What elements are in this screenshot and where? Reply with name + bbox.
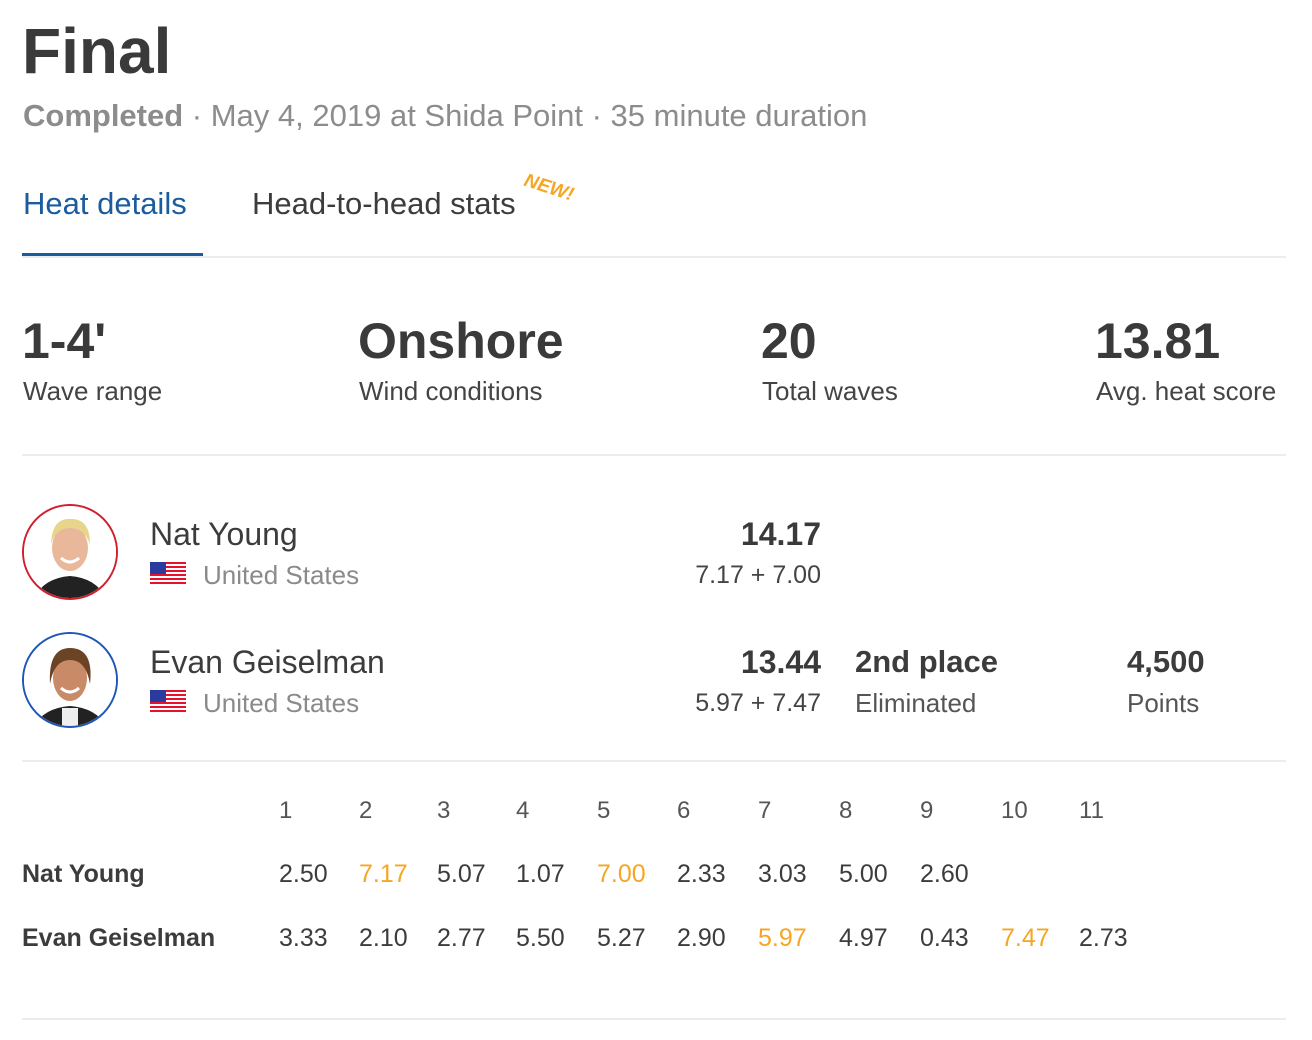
surfer-total-score: 14.17: [740, 516, 821, 552]
wave-number-header: 4: [516, 797, 530, 824]
avatar-nat-young[interactable]: [22, 504, 118, 600]
wave-number-header: 9: [920, 797, 934, 824]
wave-score: 5.07: [437, 860, 486, 888]
wave-number-header: 11: [1079, 797, 1104, 824]
surfer-total-score: 13.44: [740, 644, 821, 680]
tab-heat-details[interactable]: Heat details: [23, 186, 187, 221]
avg-score-label: Avg. heat score: [1096, 376, 1277, 406]
wave-score: 2.50: [279, 860, 328, 888]
surfer-photo: [24, 506, 116, 598]
avatar-evan-geiselman[interactable]: [22, 632, 118, 728]
counted-wave-score: 5.97: [758, 924, 807, 952]
wind-label: Wind conditions: [359, 376, 543, 406]
wave-number-header: 3: [437, 797, 451, 824]
divider: [22, 256, 1286, 258]
surfer-result: Eliminated: [855, 688, 977, 718]
wave-score: 2.77: [437, 924, 486, 952]
wave-number-header: 6: [677, 797, 691, 824]
new-badge: NEW!: [521, 170, 577, 206]
divider: [22, 454, 1286, 456]
total-waves-label: Total waves: [762, 376, 898, 406]
divider: [22, 760, 1286, 762]
wave-score: 2.10: [359, 924, 408, 952]
wave-score: 1.07: [516, 860, 565, 888]
tab-head-to-head-stats[interactable]: Head-to-head stats: [252, 186, 516, 221]
wave-score: 3.03: [758, 860, 807, 888]
surfer-best-waves: 5.97 + 7.47: [695, 689, 821, 717]
counted-wave-score: 7.00: [597, 860, 646, 888]
wave-row-surfer-name: Evan Geiselman: [22, 924, 216, 952]
wave-score: 3.33: [279, 924, 328, 952]
page-title: Final: [22, 15, 172, 87]
surfer-photo: [24, 634, 116, 726]
total-waves-value: 20: [761, 313, 817, 369]
surfer-best-waves: 7.17 + 7.00: [695, 561, 821, 589]
wind-value: Onshore: [358, 313, 564, 369]
wave-number-header: 5: [597, 797, 611, 824]
wave-number-header: 8: [839, 797, 853, 824]
wave-score: 4.97: [839, 924, 888, 952]
wave-number-header: 2: [359, 797, 373, 824]
avg-score-value: 13.81: [1095, 313, 1221, 369]
wave-score: 0.43: [920, 924, 969, 952]
wave-number-header: 1: [279, 797, 293, 824]
wave-range-value: 1-4': [22, 313, 107, 369]
wave-score: 2.60: [920, 860, 969, 888]
us-flag-icon: [150, 690, 186, 714]
wave-score: 2.90: [677, 924, 726, 952]
wave-score: 5.27: [597, 924, 646, 952]
wave-score: 5.00: [839, 860, 888, 888]
wave-range-label: Wave range: [23, 376, 163, 406]
points-label: Points: [1127, 688, 1200, 718]
heat-subtitle: Completed · May 4, 2019 at Shida Point ·…: [23, 98, 867, 134]
surfer-points: 4,500: [1127, 644, 1205, 679]
wave-score: 2.33: [677, 860, 726, 888]
wave-number-header: 10: [1001, 797, 1028, 824]
surfer-country: United States: [203, 688, 360, 718]
us-flag-icon: [150, 562, 186, 586]
surfer-name[interactable]: Nat Young: [150, 516, 298, 552]
wave-row-surfer-name: Nat Young: [22, 860, 145, 888]
wave-score: 5.50: [516, 924, 565, 952]
heat-details: · May 4, 2019 at Shida Point · 35 minute…: [183, 98, 868, 133]
active-tab-indicator: [22, 253, 203, 256]
counted-wave-score: 7.17: [359, 860, 408, 888]
surfer-country: United States: [203, 560, 360, 590]
surfer-name[interactable]: Evan Geiselman: [150, 644, 385, 680]
wave-number-header: 7: [758, 797, 772, 824]
counted-wave-score: 7.47: [1001, 924, 1050, 952]
divider: [22, 1018, 1286, 1020]
heat-status: Completed: [23, 98, 184, 133]
surfer-place: 2nd place: [855, 644, 998, 679]
wave-score: 2.73: [1079, 924, 1128, 952]
